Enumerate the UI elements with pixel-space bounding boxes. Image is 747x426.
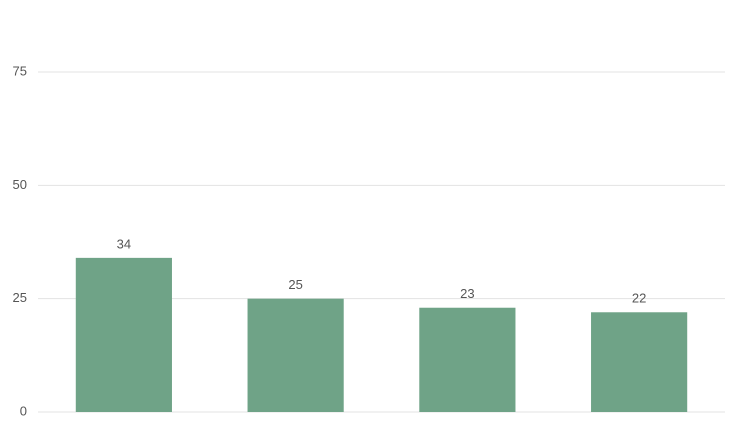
- bar: [591, 312, 688, 412]
- y-tick-label: 0: [20, 403, 27, 418]
- bar: [419, 307, 516, 412]
- y-tick-label: 75: [13, 63, 27, 78]
- value-label: 23: [460, 286, 474, 301]
- y-tick-label: 50: [13, 177, 27, 192]
- bar: [75, 257, 172, 412]
- bar: [247, 298, 344, 412]
- value-label: 25: [288, 277, 302, 292]
- value-label: 34: [117, 236, 131, 251]
- y-tick-label: 25: [13, 290, 27, 305]
- value-label: 22: [632, 291, 646, 306]
